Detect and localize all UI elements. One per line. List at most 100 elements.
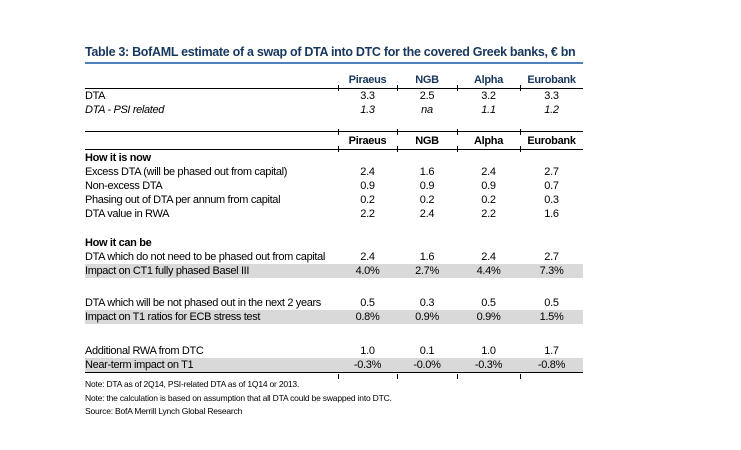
column-tick	[457, 129, 458, 135]
cell-alpha: 1.0	[481, 345, 496, 357]
dta-dtc-table: Table 3: BofAML estimate of a swap of DT…	[85, 44, 583, 419]
section-heading-how-it-is-now: How it is now	[85, 152, 151, 164]
cell-eurobank: 2.7	[544, 251, 559, 263]
cell-ngb: 2.7%	[415, 265, 439, 277]
table-row-dta-psi: DTA - PSI related 1.3 na 1.1 1.2	[85, 103, 583, 117]
table-row-phasing-out: Phasing out of DTA per annum from capita…	[85, 193, 583, 207]
column-tick	[457, 146, 458, 152]
cell-eurobank: 1.5%	[539, 311, 564, 323]
row-label: Impact on CT1 fully phased Basel III	[85, 265, 250, 277]
column-tick	[338, 85, 339, 91]
cell-piraeus: 4.0%	[355, 265, 380, 277]
cell-piraeus: -0.3%	[353, 359, 382, 371]
cell-piraeus: 0.5	[360, 297, 375, 309]
row-label: DTA which will be not phased out in the …	[85, 297, 321, 309]
column-tick	[457, 85, 458, 91]
cell-ngb: 0.3	[419, 297, 435, 309]
footnotes: Note: DTA as of 2Q14, PSI-related DTA as…	[85, 378, 583, 419]
cell-piraeus: 1.0	[360, 345, 375, 357]
section-heading-how-it-can-be: How it can be	[85, 237, 152, 249]
row-label: DTA	[85, 90, 106, 102]
cell-eurobank: 1.7	[544, 345, 559, 357]
cell-ngb: 2.4	[419, 208, 435, 220]
cell-eurobank: 7.3%	[539, 265, 564, 277]
cell-piraeus: 0.9	[360, 180, 375, 192]
footnote-assumption: Note: the calculation is based on assump…	[85, 392, 392, 403]
row-label: DTA value in RWA	[85, 208, 170, 220]
title-rule	[85, 62, 583, 64]
column-tick	[457, 374, 458, 379]
header-row-banks-main: Piraeus NGB Alpha Eurobank	[85, 129, 583, 152]
cell-eurobank: 2.7	[544, 166, 559, 178]
cell-eurobank: 1.2	[544, 104, 559, 116]
column-tick	[397, 129, 398, 135]
cell-alpha: -0.3%	[474, 359, 503, 371]
cell-piraeus: 2.4	[360, 166, 375, 178]
table-row-impact-t1-ecb: Impact on T1 ratios for ECB stress test …	[85, 310, 583, 324]
table-bottom-rule	[85, 372, 583, 379]
cell-ngb: 1.6	[419, 166, 435, 178]
header-label-spacer	[85, 132, 338, 151]
row-label: Near-term impact on T1	[85, 359, 194, 371]
row-label: Impact on T1 ratios for ECB stress test	[85, 311, 261, 323]
cell-eurobank: 1.6	[544, 208, 559, 220]
cell-alpha: 0.5	[481, 297, 496, 309]
column-tick	[520, 85, 521, 91]
row-label: Additional RWA from DTC	[85, 345, 204, 357]
cell-eurobank: 0.7	[544, 180, 559, 192]
cell-piraeus: 1.3	[360, 104, 375, 116]
cell-ngb: 1.6	[419, 251, 435, 263]
col-header-alpha: Alpha	[473, 74, 504, 86]
column-tick	[338, 146, 339, 152]
cell-eurobank: -0.8%	[537, 359, 566, 371]
cell-alpha: 0.2	[481, 194, 496, 206]
col-header-piraeus: Piraeus	[348, 135, 387, 147]
row-label: Non-excess DTA	[85, 180, 163, 192]
cell-alpha: 2.4	[481, 251, 496, 263]
row-label: Phasing out of DTA per annum from capita…	[85, 194, 281, 206]
col-header-eurobank: Eurobank	[527, 74, 576, 86]
cell-alpha: 4.4%	[476, 265, 501, 277]
table-row-additional-rwa: Additional RWA from DTC 1.0 0.1 1.0 1.7	[85, 344, 583, 358]
table-title: Table 3: BofAML estimate of a swap of DT…	[85, 45, 576, 59]
cell-alpha: 3.2	[481, 90, 496, 102]
cell-piraeus: 2.2	[360, 208, 375, 220]
source-line: Source: BofA Merrill Lynch Global Resear…	[85, 406, 243, 416]
table-row-impact-ct1: Impact on CT1 fully phased Basel III 4.0…	[85, 264, 583, 278]
cell-eurobank: 0.3	[544, 194, 559, 206]
cell-piraeus: 0.2	[360, 194, 375, 206]
col-header-ngb: NGB	[415, 74, 439, 86]
table-row-dta: DTA 3.3 2.5 3.2 3.3	[85, 89, 583, 103]
cell-ngb: 0.9%	[415, 311, 439, 323]
column-tick	[520, 374, 521, 379]
cell-alpha: 2.2	[481, 208, 496, 220]
cell-ngb: -0.0%	[413, 359, 441, 371]
column-tick	[338, 374, 339, 379]
footnote-data-date: Note: DTA as of 2Q14, PSI-related DTA as…	[85, 379, 300, 389]
table-row-dta-next-2-years: DTA which will be not phased out in the …	[85, 296, 583, 310]
header-label-spacer	[85, 72, 338, 89]
cell-piraeus: 0.8%	[355, 311, 380, 323]
cell-piraeus: 3.3	[360, 90, 375, 102]
table-row-dta-no-phase-out: DTA which do not need to be phased out f…	[85, 250, 583, 264]
cell-piraeus: 2.4	[360, 251, 375, 263]
table-row-excess-dta: Excess DTA (will be phased out from capi…	[85, 165, 583, 179]
cell-eurobank: 0.5	[544, 297, 559, 309]
cell-alpha: 1.1	[481, 104, 496, 116]
header-row-banks-top: Piraeus NGB Alpha Eurobank	[85, 72, 583, 91]
column-tick	[397, 85, 398, 91]
table-row-near-term-impact: Near-term impact on T1 -0.3% -0.0% -0.3%…	[85, 358, 583, 372]
cell-ngb: 0.1	[419, 345, 435, 357]
row-label: DTA - PSI related	[85, 104, 165, 116]
cell-alpha: 0.9%	[476, 311, 501, 323]
column-tick	[520, 146, 521, 152]
cell-alpha: 0.9	[481, 180, 496, 192]
cell-alpha: 2.4	[481, 166, 496, 178]
col-header-eurobank: Eurobank	[527, 135, 576, 147]
column-tick	[520, 129, 521, 135]
column-tick	[397, 374, 398, 379]
col-header-piraeus: Piraeus	[348, 74, 387, 86]
column-tick	[338, 129, 339, 135]
column-tick	[397, 146, 398, 152]
